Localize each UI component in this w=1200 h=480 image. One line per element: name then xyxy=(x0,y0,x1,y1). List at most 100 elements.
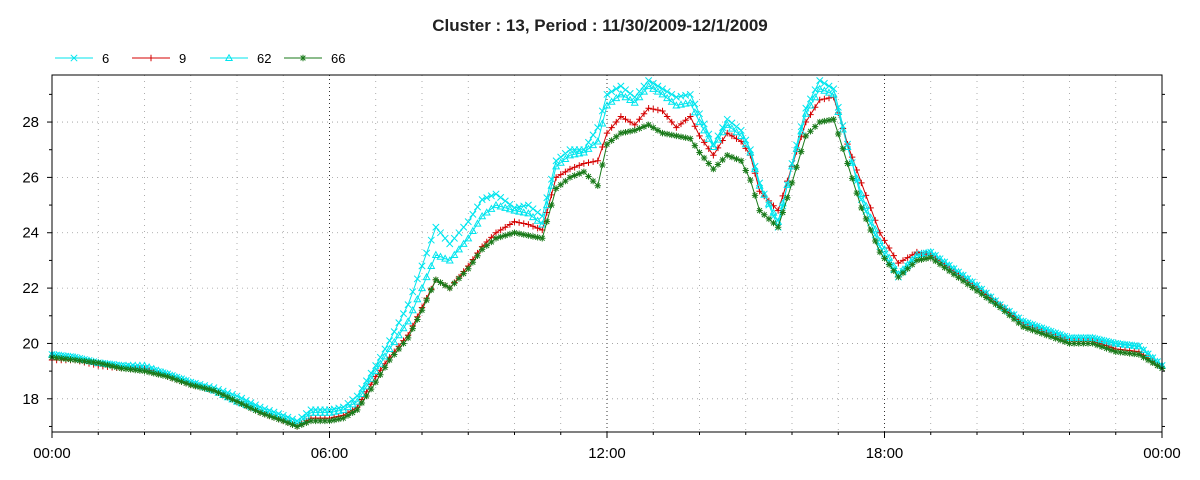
data-point xyxy=(713,135,723,143)
data-point xyxy=(492,190,500,198)
x-tick-label: 00:00 xyxy=(1143,445,1181,462)
data-point xyxy=(519,208,528,216)
data-point xyxy=(501,203,510,211)
series-layer xyxy=(47,76,1167,430)
data-point xyxy=(866,213,875,221)
data-point xyxy=(654,82,662,90)
data-point xyxy=(414,316,421,323)
data-point xyxy=(608,137,615,144)
legend-label: 62 xyxy=(257,51,271,66)
data-point xyxy=(506,200,514,208)
data-point xyxy=(668,118,675,126)
data-point xyxy=(737,138,745,145)
data-point xyxy=(848,175,856,182)
data-point xyxy=(446,284,453,292)
data-point xyxy=(557,181,564,188)
data-point xyxy=(357,389,366,398)
data-point xyxy=(1154,362,1161,369)
data-point xyxy=(459,239,468,247)
data-point xyxy=(474,252,481,260)
data-point xyxy=(478,211,487,220)
data-point xyxy=(417,283,427,292)
data-point xyxy=(631,121,638,129)
data-point xyxy=(488,238,495,246)
data-point xyxy=(584,144,593,152)
data-point xyxy=(756,188,763,195)
data-point xyxy=(455,275,463,282)
data-point xyxy=(635,92,644,101)
data-point xyxy=(525,232,532,239)
data-point xyxy=(709,142,718,151)
data-point xyxy=(871,225,880,233)
legend-label: 6 xyxy=(102,51,109,66)
data-point xyxy=(556,158,565,166)
data-point xyxy=(659,129,666,137)
data-point xyxy=(687,113,694,120)
data-point xyxy=(576,170,583,177)
data-point xyxy=(853,189,860,197)
data-point xyxy=(353,397,362,405)
data-point xyxy=(502,224,509,231)
data-point xyxy=(987,297,995,305)
data-point xyxy=(788,179,796,187)
data-point xyxy=(673,124,680,131)
data-point xyxy=(686,90,694,98)
data-point xyxy=(468,226,477,234)
series-6 xyxy=(48,76,1166,425)
data-point xyxy=(644,81,653,90)
data-point xyxy=(829,90,838,98)
data-point xyxy=(630,98,639,106)
data-point xyxy=(733,155,740,163)
data-point xyxy=(802,132,810,140)
data-point xyxy=(801,109,810,117)
data-point xyxy=(784,194,791,201)
data-point xyxy=(631,127,638,134)
data-point xyxy=(955,274,962,281)
data-point xyxy=(445,256,454,264)
data-point xyxy=(626,128,634,135)
data-point xyxy=(62,355,70,363)
data-point xyxy=(765,215,773,223)
data-point xyxy=(515,230,523,237)
data-point xyxy=(233,392,241,400)
data-point xyxy=(769,208,778,216)
data-point xyxy=(528,212,538,221)
data-point xyxy=(562,177,569,185)
data-point xyxy=(58,355,65,362)
data-point xyxy=(570,150,579,158)
data-point xyxy=(594,157,601,164)
data-point xyxy=(825,82,833,90)
data-point xyxy=(723,120,732,128)
data-point xyxy=(973,287,981,295)
data-point xyxy=(677,133,685,141)
data-point xyxy=(464,234,473,242)
y-tick-label: 20 xyxy=(22,335,39,352)
data-point xyxy=(164,373,171,380)
data-point xyxy=(182,380,190,387)
data-point xyxy=(473,203,482,211)
data-point xyxy=(192,382,199,390)
data-point xyxy=(909,261,916,268)
data-point xyxy=(732,127,741,136)
data-point xyxy=(422,272,431,281)
data-point xyxy=(696,132,703,140)
data-point xyxy=(575,149,584,157)
data-point xyxy=(825,94,833,102)
data-point xyxy=(303,419,310,426)
data-point xyxy=(340,414,347,422)
data-point xyxy=(312,417,319,425)
data-point xyxy=(746,148,755,156)
data-point xyxy=(325,408,334,416)
data-point xyxy=(464,218,472,226)
data-point xyxy=(676,100,686,108)
data-point xyxy=(747,176,754,184)
data-point xyxy=(501,197,509,205)
data-point xyxy=(996,304,1004,311)
data-point xyxy=(1140,354,1147,361)
data-point xyxy=(362,382,371,390)
data-point xyxy=(978,290,985,298)
data-point xyxy=(798,133,805,141)
legend-item-66: 66 xyxy=(284,51,345,66)
data-point xyxy=(885,261,893,268)
data-point xyxy=(321,417,329,425)
